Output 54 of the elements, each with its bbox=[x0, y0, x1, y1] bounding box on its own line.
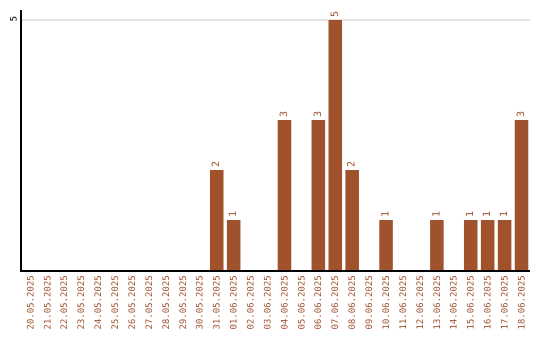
bar bbox=[226, 220, 240, 270]
x-tick-label: 12.06.2025 bbox=[416, 275, 426, 330]
x-tick-label: 05.06.2025 bbox=[297, 275, 308, 330]
data-label: 2 bbox=[346, 160, 358, 167]
x-tick-label: 18.06.2025 bbox=[517, 275, 528, 330]
x-tick-label: 31.05.2025 bbox=[212, 275, 223, 330]
x-tick-label: 09.06.2025 bbox=[365, 275, 376, 330]
bar bbox=[345, 170, 359, 270]
x-tick-label: 01.06.2025 bbox=[230, 275, 240, 330]
x-tick-label: 30.05.2025 bbox=[196, 275, 206, 330]
x-tick-label: 13.06.2025 bbox=[432, 275, 443, 330]
x-tick-label: 24.05.2025 bbox=[94, 275, 104, 330]
x-tick-label: 03.06.2025 bbox=[263, 275, 274, 330]
x-tick-label: 06.06.2025 bbox=[314, 275, 324, 330]
data-label: 5 bbox=[330, 10, 341, 17]
x-tick-label: 22.05.2025 bbox=[60, 275, 70, 330]
bar bbox=[312, 120, 326, 270]
data-label: 1 bbox=[482, 210, 494, 217]
x-tick-label: 08.06.2025 bbox=[348, 275, 358, 330]
x-tick-label: 20.05.2025 bbox=[26, 275, 36, 330]
x-tick-label: 23.05.2025 bbox=[77, 275, 88, 330]
x-tick-label: 07.06.2025 bbox=[331, 275, 342, 330]
x-tick-label: 28.05.2025 bbox=[162, 275, 172, 330]
x-tick-label: 15.06.2025 bbox=[466, 275, 477, 330]
bar bbox=[379, 220, 393, 270]
x-tick-label: 25.05.2025 bbox=[111, 275, 122, 330]
bar bbox=[328, 20, 342, 270]
data-label: 1 bbox=[228, 210, 240, 217]
data-label: 2 bbox=[211, 160, 222, 167]
bar bbox=[430, 220, 444, 270]
bar bbox=[480, 220, 494, 270]
data-label: 3 bbox=[516, 110, 528, 117]
x-tick-label: 14.06.2025 bbox=[450, 275, 460, 330]
data-label: 1 bbox=[380, 210, 392, 217]
bar bbox=[210, 170, 224, 270]
x-tick-label: 26.05.2025 bbox=[128, 275, 138, 330]
x-tick-label: 17.06.2025 bbox=[500, 275, 511, 330]
bar bbox=[514, 120, 528, 270]
data-label: 1 bbox=[465, 210, 476, 217]
x-tick-label: 04.06.2025 bbox=[280, 275, 290, 330]
data-label: 3 bbox=[312, 110, 324, 117]
data-label: 1 bbox=[431, 210, 442, 217]
x-tick-label: 27.05.2025 bbox=[144, 275, 155, 330]
x-tick-label: 16.06.2025 bbox=[484, 275, 494, 330]
data-label: 1 bbox=[499, 210, 510, 217]
x-tick-label: 29.05.2025 bbox=[178, 275, 189, 330]
bar bbox=[464, 220, 478, 270]
x-tick-label: 10.06.2025 bbox=[382, 275, 392, 330]
x-tick-label: 11.06.2025 bbox=[398, 275, 409, 330]
x-tick-label: 21.05.2025 bbox=[43, 275, 54, 330]
x-tick-label: 02.06.2025 bbox=[246, 275, 257, 330]
bar bbox=[498, 220, 512, 270]
data-label: 3 bbox=[278, 110, 290, 117]
bar bbox=[278, 120, 292, 270]
